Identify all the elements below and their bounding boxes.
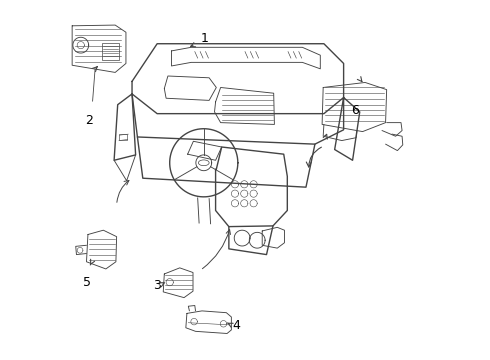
Text: 2: 2 (85, 114, 93, 127)
Text: 1: 1 (200, 32, 208, 45)
Text: 6: 6 (351, 104, 359, 117)
Text: 5: 5 (83, 276, 91, 289)
Text: 4: 4 (232, 319, 240, 332)
Bar (101, 42, 119, 60)
Bar (120, 134, 127, 140)
Text: 3: 3 (153, 279, 161, 292)
